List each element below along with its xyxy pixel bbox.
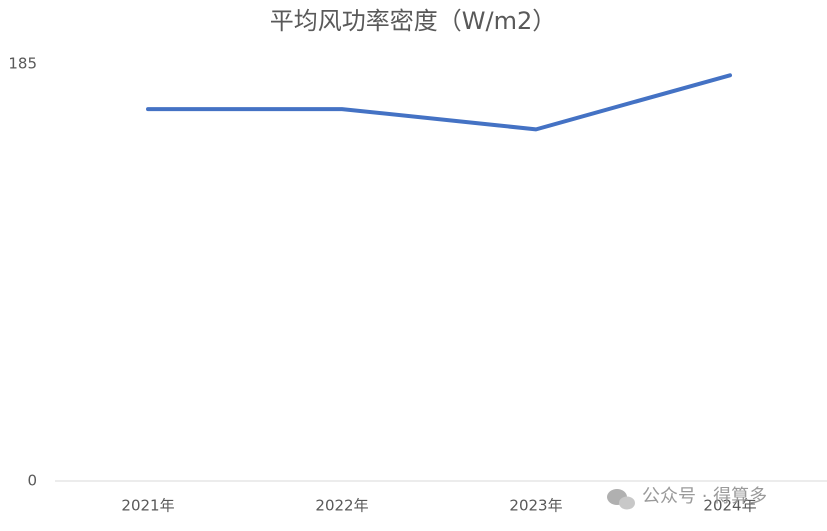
- line-series: [146, 73, 732, 132]
- watermark-icon: [619, 496, 635, 510]
- chart-title: 平均风功率密度（W/m2）: [270, 7, 556, 35]
- x-tick-label: 2023年: [509, 497, 562, 515]
- x-tick-label: 2024年: [703, 497, 756, 515]
- y-tick-label: 185: [8, 55, 37, 73]
- watermark-text: 公众号 · 得算多: [642, 486, 767, 507]
- x-tick-label: 2022年: [315, 497, 368, 515]
- y-tick-label: 0: [27, 472, 37, 490]
- x-tick-label: 2021年: [121, 497, 174, 515]
- watermark: 公众号 · 得算多: [607, 486, 767, 510]
